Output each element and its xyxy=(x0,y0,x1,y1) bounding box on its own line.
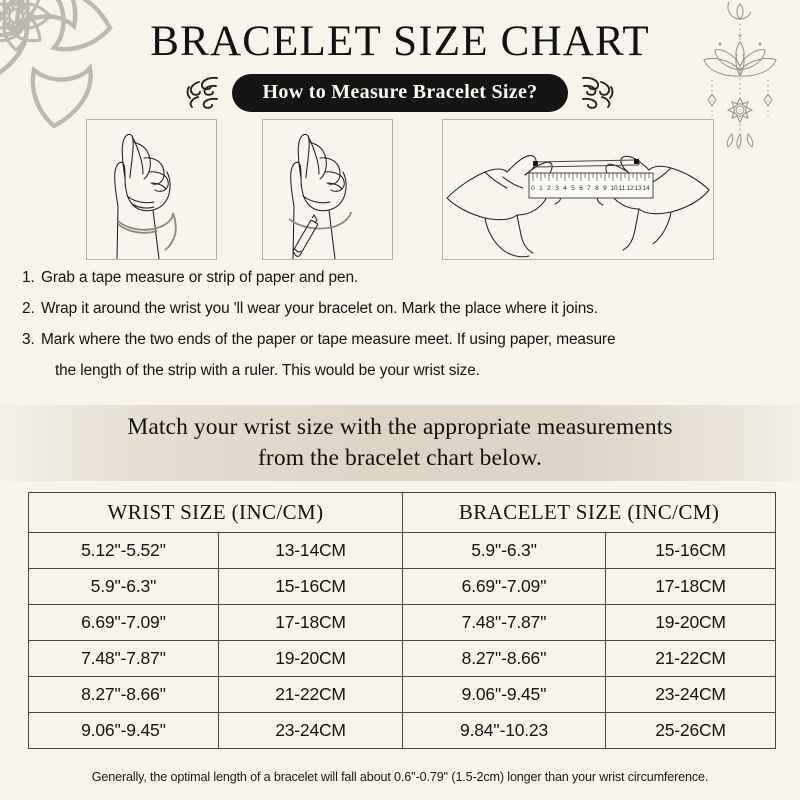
step-number: 2. xyxy=(22,300,35,317)
cell-wrist-cm: 13-14CM xyxy=(217,532,404,569)
cell-bracelet-inches: 8.27''-8.66'' xyxy=(402,640,607,677)
hand-with-pen-marking-illustration xyxy=(262,119,393,260)
cell-wrist-inches: 5.12''-5.52'' xyxy=(28,532,219,569)
cell-wrist-cm: 21-22CM xyxy=(217,676,404,713)
svg-text:11: 11 xyxy=(619,185,626,192)
cell-bracelet-cm: 15-16CM xyxy=(605,532,777,569)
table-row: 8.27''-8.66'' 21-22CM 9.06''-9.45'' 23-2… xyxy=(28,676,777,713)
column-header-bracelet-size: BRACELET SIZE (INC/CM) xyxy=(402,492,777,533)
svg-text:1: 1 xyxy=(539,185,543,192)
measure-steps-list: 1. Grab a tape measure or strip of paper… xyxy=(0,262,800,386)
cell-bracelet-cm: 25-26CM xyxy=(605,712,777,749)
bracelet-size-table: WRIST SIZE (INC/CM) BRACELET SIZE (INC/C… xyxy=(27,492,777,749)
hand-with-tape-measure-illustration xyxy=(86,119,217,260)
cell-bracelet-inches: 9.84''-10.23 xyxy=(402,712,607,749)
cell-bracelet-inches: 6.69''-7.09'' xyxy=(402,568,607,605)
cell-wrist-cm: 23-24CM xyxy=(217,712,404,749)
step-text-continued: the length of the strip with a ruler. Th… xyxy=(55,362,480,379)
cell-wrist-cm: 15-16CM xyxy=(217,568,404,605)
lotus-moon-ornament-icon xyxy=(703,1,777,150)
svg-text:12: 12 xyxy=(626,185,634,192)
svg-text:6: 6 xyxy=(579,185,583,192)
cell-wrist-inches: 5.9''-6.3'' xyxy=(28,568,219,605)
step-text: Grab a tape measure or strip of paper an… xyxy=(41,269,359,286)
cell-bracelet-inches: 7.48''-7.87'' xyxy=(402,604,607,641)
swirl-flourish-icon xyxy=(582,76,614,109)
cell-bracelet-cm: 17-18CM xyxy=(605,568,777,605)
svg-text:9: 9 xyxy=(603,185,607,192)
how-to-measure-badge: How to Measure Bracelet Size? xyxy=(231,74,569,112)
footer-note: Generally, the optimal length of a brace… xyxy=(91,770,709,784)
cell-bracelet-cm: 23-24CM xyxy=(605,676,777,713)
svg-text:3: 3 xyxy=(555,185,559,192)
svg-text:5: 5 xyxy=(571,185,575,192)
cell-wrist-inches: 6.69''-7.09'' xyxy=(28,604,219,641)
svg-text:7: 7 xyxy=(587,185,591,192)
cell-wrist-inches: 7.48''-7.87'' xyxy=(28,640,219,677)
step-text: Wrap it around the wrist you 'll wear yo… xyxy=(41,300,598,317)
table-header-row: WRIST SIZE (INC/CM) BRACELET SIZE (INC/C… xyxy=(27,492,777,533)
table-row: 7.48''-7.87'' 19-20CM 8.27''-8.66'' 21-2… xyxy=(28,640,777,677)
cell-bracelet-inches: 9.06''-9.45'' xyxy=(402,676,607,713)
cell-bracelet-inches: 5.9''-6.3'' xyxy=(402,532,607,569)
svg-text:4: 4 xyxy=(563,185,567,192)
table-row: 6.69''-7.09'' 17-18CM 7.48''-7.87'' 19-2… xyxy=(28,604,777,641)
svg-text:2: 2 xyxy=(547,185,551,192)
mandala-flower-icon xyxy=(0,0,113,128)
cell-wrist-inches: 8.27''-8.66'' xyxy=(28,676,219,713)
svg-text:14: 14 xyxy=(642,185,650,192)
svg-text:13: 13 xyxy=(634,185,642,192)
column-header-wrist-size: WRIST SIZE (INC/CM) xyxy=(27,492,404,533)
cell-wrist-cm: 19-20CM xyxy=(217,640,404,677)
list-item: 2. Wrap it around the wrist you 'll wear… xyxy=(22,293,774,324)
step-number: 1. xyxy=(22,269,35,286)
table-row: 5.12''-5.52'' 13-14CM 5.9''-6.3'' 15-16C… xyxy=(28,532,777,569)
table-row: 9.06''-9.45'' 23-24CM 9.84''-10.23 25-26… xyxy=(28,712,777,749)
table-row: 5.9''-6.3'' 15-16CM 6.69''-7.09'' 17-18C… xyxy=(28,568,777,605)
list-item: 3. Mark where the two ends of the paper … xyxy=(22,324,774,386)
step-text: Mark where the two ends of the paper or … xyxy=(41,331,616,348)
cell-wrist-inches: 9.06''-9.45'' xyxy=(28,712,219,749)
page-title: BRACELET SIZE CHART xyxy=(150,18,650,65)
svg-text:8: 8 xyxy=(595,185,599,192)
svg-text:10: 10 xyxy=(610,185,618,192)
cell-bracelet-cm: 21-22CM xyxy=(605,640,777,677)
list-item: 1. Grab a tape measure or strip of paper… xyxy=(22,262,774,293)
swirl-flourish-icon xyxy=(186,76,218,109)
match-size-banner: Match your wrist size with the appropria… xyxy=(0,405,800,481)
cell-bracelet-cm: 19-20CM xyxy=(605,604,777,641)
banner-line-1: Match your wrist size with the appropria… xyxy=(127,414,673,440)
cell-wrist-cm: 17-18CM xyxy=(217,604,404,641)
how-to-measure-badge-row: How to Measure Bracelet Size? xyxy=(0,73,800,113)
svg-text:0: 0 xyxy=(531,185,535,192)
banner-line-2: from the bracelet chart below. xyxy=(258,445,542,471)
step-number: 3. xyxy=(22,331,35,348)
